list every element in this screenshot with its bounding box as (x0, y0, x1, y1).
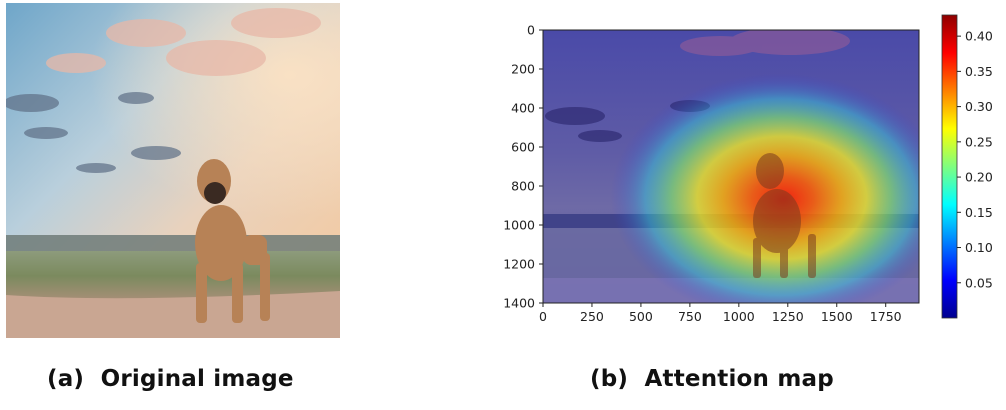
x-tick-label: 1500 (821, 309, 853, 324)
colorbar-tick-label: 0.30 (965, 99, 993, 114)
caption-attention-map: (b) Attention map (590, 366, 834, 392)
x-tick-label: 1250 (772, 309, 804, 324)
colorbar-tick-label: 0.10 (965, 240, 993, 255)
x-tick-label: 1000 (723, 309, 755, 324)
y-tick-label: 200 (511, 62, 535, 77)
clouds (46, 8, 321, 76)
caption-text: Attention map (644, 366, 834, 392)
colorbar-axis: 0.05 0.10 0.15 0.20 0.25 0.30 0.35 0.40 (957, 29, 993, 290)
dog-overlay (753, 153, 816, 278)
colorbar-tick-label: 0.15 (965, 205, 993, 220)
colorbar-tick-label: 0.25 (965, 134, 993, 149)
x-tick-label: 500 (629, 309, 653, 324)
colorbar (941, 14, 958, 319)
colorbar-tick-label: 0.40 (965, 29, 993, 44)
y-tick-label: 400 (511, 101, 535, 116)
caption-text: Original image (100, 366, 294, 392)
x-tick-label: 0 (539, 309, 547, 324)
colorbar-tick-label: 0.20 (965, 170, 993, 185)
attention-map-svg: 0 250 500 750 1000 1250 1500 1750 0 200 400 600 800… (503, 14, 993, 324)
x-tick-label: 1750 (870, 309, 902, 324)
caption-label: (a) (47, 366, 85, 392)
caption-label: (b) (590, 366, 629, 392)
y-tick-label: 1000 (503, 218, 535, 233)
y-tick-label: 0 (527, 23, 535, 38)
plot-frame (542, 29, 920, 304)
y-tick-label: 800 (511, 179, 535, 194)
y-tick-label: 1200 (503, 257, 535, 272)
attention-map-chart: 0 250 500 750 1000 1250 1500 1750 0 200 400 600 800… (490, 6, 1006, 336)
colorbar-tick-label: 0.05 (965, 275, 993, 290)
x-tick-label: 250 (580, 309, 604, 324)
original-image (3, 3, 340, 338)
dog (195, 159, 270, 323)
heatmap-area (543, 30, 919, 303)
y-tick-label: 1400 (503, 296, 535, 311)
y-tick-label: 600 (511, 140, 535, 155)
y-axis: 0 200 400 600 800 1000 1200 1400 (503, 23, 543, 311)
caption-original-image: (a) Original image (47, 366, 294, 392)
colorbar-tick-label: 0.35 (965, 64, 993, 79)
original-photo (3, 3, 340, 338)
x-tick-label: 750 (678, 309, 702, 324)
x-axis: 0 250 500 750 1000 1250 1500 1750 (539, 303, 902, 324)
